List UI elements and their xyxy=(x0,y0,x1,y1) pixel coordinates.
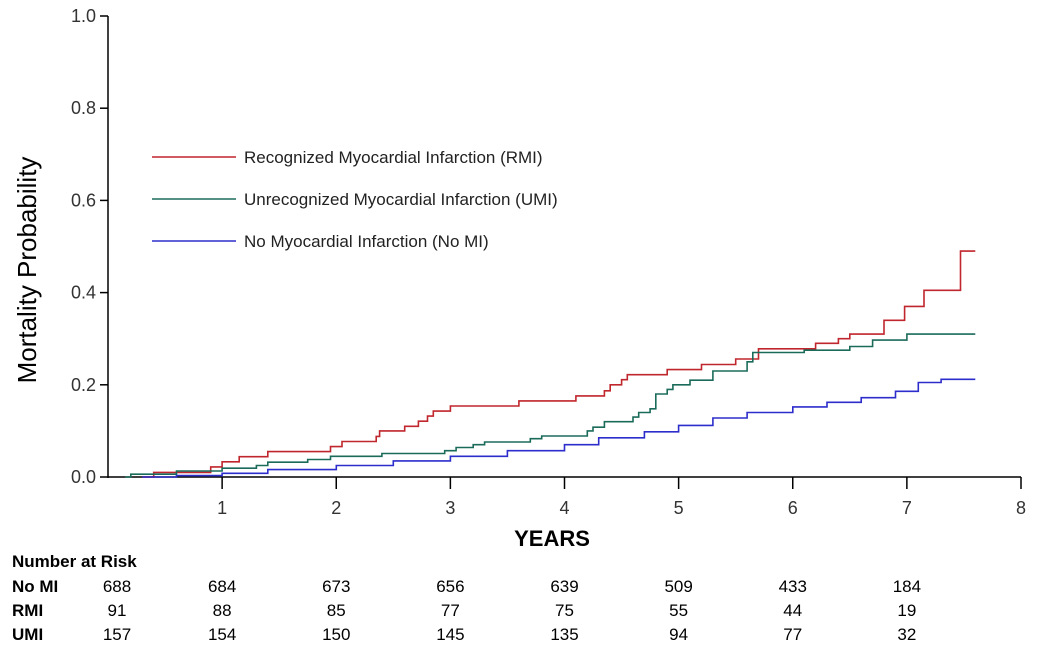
risk-row: No MI 688 684 673 656 639 509 433 184 xyxy=(10,577,1040,601)
legend-label-2: No Myocardial Infarction (No MI) xyxy=(244,232,489,251)
risk-cell: 55 xyxy=(669,601,689,620)
y-axis-label: Mortality Probability xyxy=(12,157,42,384)
risk-row: RMI 91 88 85 77 75 55 44 19 xyxy=(10,601,1040,625)
legend-label-1: Unrecognized Myocardial Infarction (UMI) xyxy=(244,190,558,209)
risk-cell: 19 xyxy=(897,601,917,620)
series-line-1 xyxy=(125,333,976,478)
risk-row-label: UMI xyxy=(12,625,44,644)
risk-cell: 157 xyxy=(102,625,132,644)
legend: Recognized Myocardial Infarction (RMI) Un… xyxy=(152,148,558,251)
y-tick-label: 1.0 xyxy=(71,6,96,26)
risk-row: UMI 157 154 150 145 135 94 77 32 xyxy=(10,625,1040,649)
x-axis-label: YEARS xyxy=(514,526,590,551)
risk-cell: 88 xyxy=(212,601,232,620)
x-axis-ticks: 1 2 3 4 5 6 7 8 xyxy=(217,477,1026,518)
risk-cell: 639 xyxy=(550,577,579,596)
risk-cell: 145 xyxy=(436,625,465,644)
risk-cell: 77 xyxy=(440,601,460,620)
series-line-2 xyxy=(142,378,976,478)
x-tick-label: 3 xyxy=(445,498,455,518)
risk-row-label: No MI xyxy=(12,577,59,596)
risk-table-title: Number at Risk xyxy=(12,552,137,571)
risk-cell: 154 xyxy=(207,625,237,644)
risk-cell: 135 xyxy=(550,625,579,644)
y-tick-label: 0.4 xyxy=(71,283,96,303)
y-tick-label: 0.6 xyxy=(71,190,96,210)
risk-cell: 509 xyxy=(664,577,693,596)
risk-cell: 688 xyxy=(102,577,132,596)
risk-cell: 75 xyxy=(555,601,574,620)
risk-cell: 433 xyxy=(778,577,807,596)
x-tick-label: 4 xyxy=(559,498,569,518)
risk-cell: 673 xyxy=(322,577,351,596)
risk-cell: 32 xyxy=(897,625,917,644)
km-chart: 0.0 0.2 0.4 0.6 0.8 1.0 1 2 3 4 5 6 7 8 Recognized M… xyxy=(12,6,1026,551)
y-axis-ticks: 0.0 0.2 0.4 0.6 0.8 1.0 xyxy=(71,6,108,487)
risk-cell: 656 xyxy=(436,577,465,596)
risk-row-label: RMI xyxy=(12,601,44,620)
legend-label-0: Recognized Myocardial Infarction (RMI) xyxy=(244,148,543,167)
number-at-risk-table: Number at Risk No MI 688 684 673 656 639 509 43… xyxy=(10,552,1040,652)
x-tick-label: 8 xyxy=(1016,498,1026,518)
series-line-0 xyxy=(142,250,976,478)
y-tick-label: 0.8 xyxy=(71,98,96,118)
risk-cell: 150 xyxy=(322,625,351,644)
y-tick-label: 0.0 xyxy=(71,467,96,487)
risk-cell: 85 xyxy=(326,601,346,620)
x-tick-label: 2 xyxy=(331,498,341,518)
risk-cell: 91 xyxy=(107,601,127,620)
x-tick-label: 7 xyxy=(902,498,912,518)
risk-cell: 184 xyxy=(892,577,922,596)
y-tick-label: 0.2 xyxy=(71,375,96,395)
x-tick-label: 1 xyxy=(217,498,227,518)
risk-cell: 94 xyxy=(669,625,689,644)
risk-cell: 44 xyxy=(783,601,803,620)
x-tick-label: 6 xyxy=(788,498,798,518)
series-group xyxy=(125,250,976,478)
risk-cell: 77 xyxy=(783,625,803,644)
x-tick-label: 5 xyxy=(674,498,684,518)
risk-cell: 684 xyxy=(207,577,237,596)
